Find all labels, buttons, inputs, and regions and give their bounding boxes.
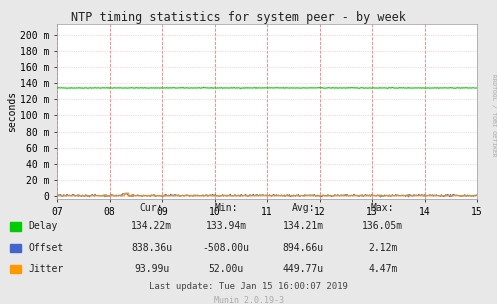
Text: 2.12m: 2.12m bbox=[368, 243, 398, 253]
Text: Jitter: Jitter bbox=[29, 264, 64, 274]
Text: Avg:: Avg: bbox=[291, 203, 315, 213]
Text: 134.22m: 134.22m bbox=[131, 222, 172, 231]
Text: 133.94m: 133.94m bbox=[206, 222, 247, 231]
Text: Delay: Delay bbox=[29, 222, 58, 231]
Text: Offset: Offset bbox=[29, 243, 64, 253]
Text: -508.00u: -508.00u bbox=[203, 243, 249, 253]
Text: 134.21m: 134.21m bbox=[283, 222, 324, 231]
Text: NTP timing statistics for system peer - by week: NTP timing statistics for system peer - … bbox=[71, 11, 406, 24]
Text: 52.00u: 52.00u bbox=[209, 264, 244, 274]
Text: Last update: Tue Jan 15 16:00:07 2019: Last update: Tue Jan 15 16:00:07 2019 bbox=[149, 282, 348, 291]
Y-axis label: seconds: seconds bbox=[7, 91, 17, 132]
Text: 449.77u: 449.77u bbox=[283, 264, 324, 274]
Text: 136.05m: 136.05m bbox=[362, 222, 403, 231]
Text: Cur:: Cur: bbox=[140, 203, 164, 213]
Text: 838.36u: 838.36u bbox=[131, 243, 172, 253]
Text: Munin 2.0.19-3: Munin 2.0.19-3 bbox=[214, 296, 283, 304]
Text: Min:: Min: bbox=[214, 203, 238, 213]
Text: Max:: Max: bbox=[371, 203, 395, 213]
Text: 4.47m: 4.47m bbox=[368, 264, 398, 274]
Text: 93.99u: 93.99u bbox=[134, 264, 169, 274]
Text: RRDTOOL / TOBI OETIKER: RRDTOOL / TOBI OETIKER bbox=[491, 74, 496, 157]
Text: 894.66u: 894.66u bbox=[283, 243, 324, 253]
